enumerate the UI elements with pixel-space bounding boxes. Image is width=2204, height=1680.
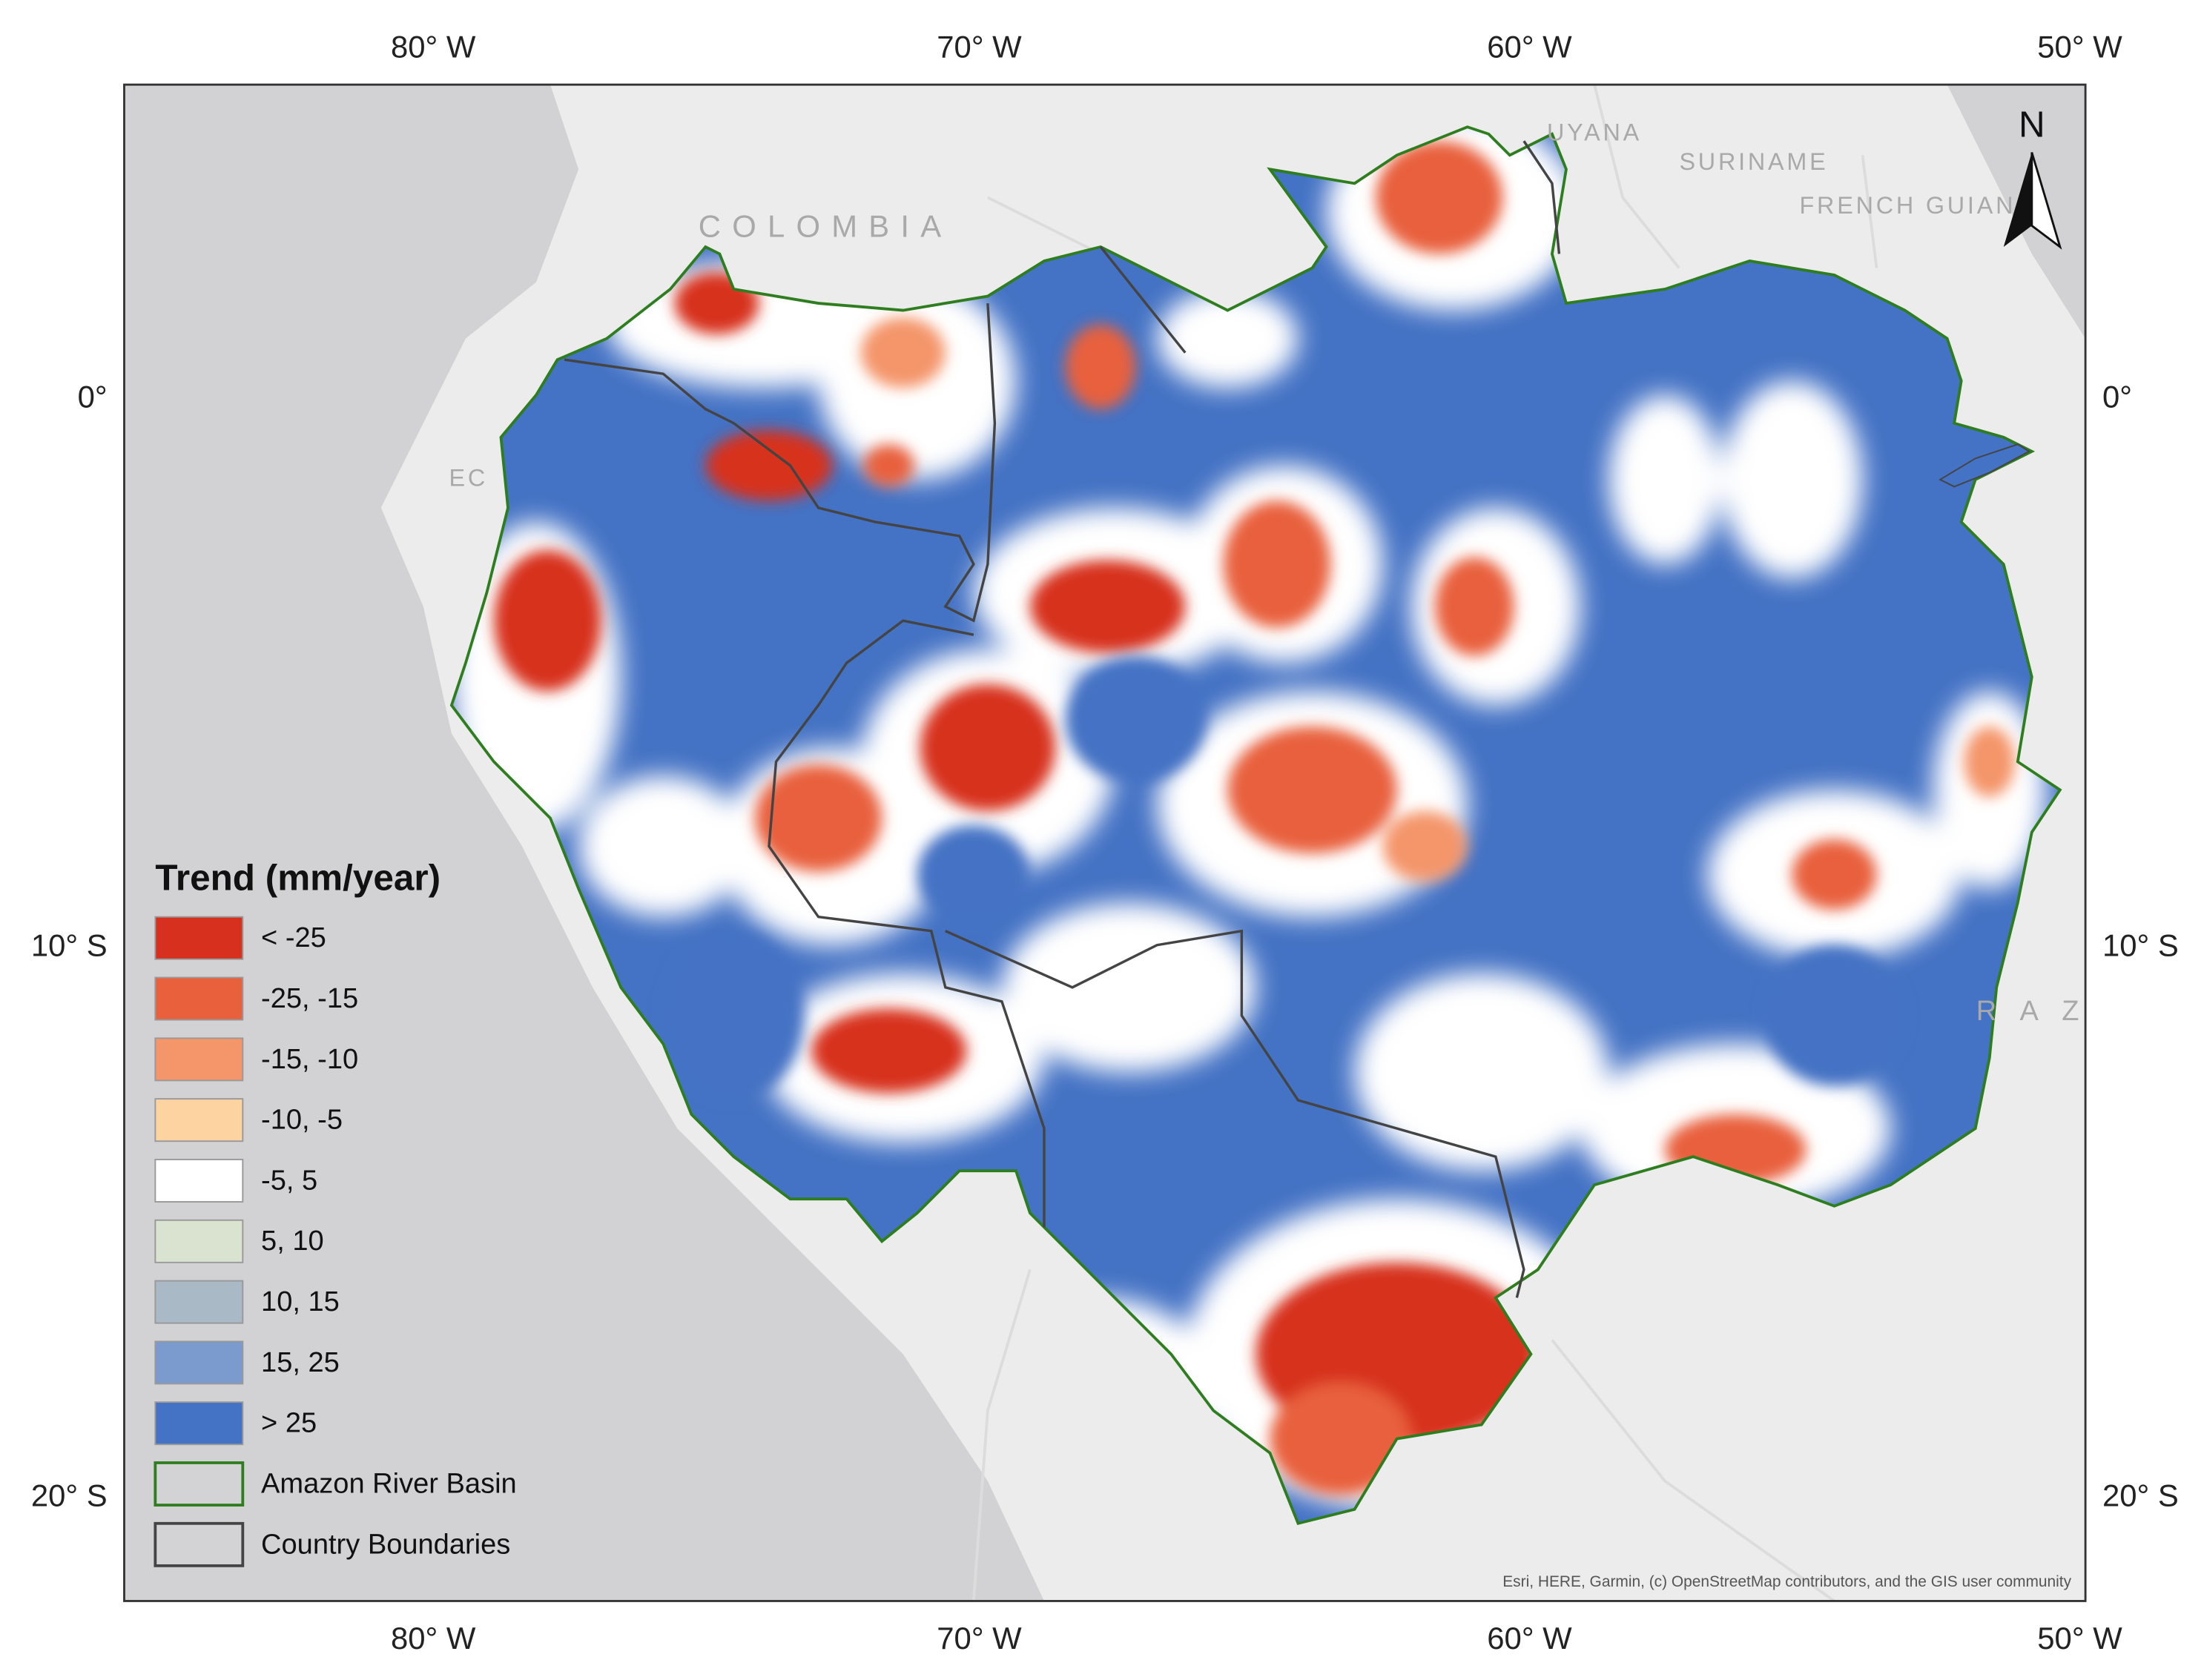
legend-title: Trend (mm/year) bbox=[155, 857, 441, 898]
lat-label: 20° S bbox=[31, 1478, 108, 1513]
lon-label: 80° W bbox=[391, 1621, 476, 1656]
legend-swatch bbox=[154, 1461, 245, 1507]
place-label: SURINAME bbox=[1679, 148, 1828, 175]
legend-swatch bbox=[154, 1521, 245, 1567]
background-boundaries bbox=[971, 85, 1878, 1601]
legend-label: Amazon River Basin bbox=[261, 1468, 517, 1499]
legend-label: Country Boundaries bbox=[261, 1529, 510, 1560]
legend-swatch bbox=[154, 1340, 244, 1385]
attribution: Esri, HERE, Garmin, (c) OpenStreetMap co… bbox=[1502, 1573, 2071, 1590]
legend-label: -10, -5 bbox=[261, 1105, 343, 1136]
lon-label: 80° W bbox=[391, 30, 476, 65]
river-mouth bbox=[1939, 443, 2030, 488]
place-label: R A Z bbox=[1976, 996, 2088, 1027]
legend-label: 10, 15 bbox=[261, 1286, 340, 1317]
legend-swatch bbox=[154, 1098, 244, 1142]
lon-label: 60° W bbox=[1487, 30, 1572, 65]
lon-label: 50° W bbox=[2037, 1621, 2122, 1656]
north-arrow-right bbox=[2030, 152, 2062, 250]
legend-swatch bbox=[154, 1158, 244, 1203]
legend-label: 15, 25 bbox=[261, 1347, 340, 1378]
lat-label: 10° S bbox=[31, 928, 108, 963]
legend-label: < -25 bbox=[261, 922, 326, 953]
map-frame bbox=[123, 83, 2087, 1602]
lat-label: 20° S bbox=[2102, 1478, 2179, 1513]
lat-label: 0° bbox=[78, 379, 108, 414]
lon-label: 70° W bbox=[937, 30, 1022, 65]
legend-label: -5, 5 bbox=[261, 1165, 317, 1196]
negative-trend-zones bbox=[493, 141, 2015, 1495]
lon-label: 70° W bbox=[937, 1621, 1022, 1656]
lat-label: 10° S bbox=[2102, 928, 2179, 963]
legend-label: 5, 10 bbox=[261, 1226, 324, 1257]
legend-swatch bbox=[154, 1280, 244, 1324]
lon-label: 50° W bbox=[2037, 30, 2122, 65]
legend-label: > 25 bbox=[261, 1408, 317, 1439]
legend-label: -15, -10 bbox=[261, 1044, 358, 1075]
lon-label: 60° W bbox=[1487, 1621, 1572, 1656]
country-boundaries bbox=[564, 140, 1561, 1298]
place-label: FRENCH GUIAN bbox=[1800, 192, 2016, 219]
legend-swatch bbox=[154, 916, 244, 960]
north-label: N bbox=[2019, 104, 2045, 145]
legend: Trend (mm/year) < -25 -25, -15 -15, -10 -10… bbox=[154, 857, 517, 1567]
legend-swatch bbox=[154, 1401, 244, 1446]
pacific-ocean bbox=[124, 85, 1044, 1601]
legend-swatch bbox=[154, 976, 244, 1021]
place-label: EC bbox=[449, 464, 488, 491]
legend-swatch bbox=[154, 1219, 244, 1263]
lat-label: 0° bbox=[2102, 379, 2132, 414]
positive-trend-zones bbox=[663, 655, 1905, 1101]
legend-swatch bbox=[154, 1037, 244, 1082]
trend-raster bbox=[451, 127, 2060, 1524]
place-label: UYANA bbox=[1547, 119, 1642, 145]
place-label: COLOMBIA bbox=[699, 208, 953, 243]
legend-label: -25, -15 bbox=[261, 983, 358, 1014]
